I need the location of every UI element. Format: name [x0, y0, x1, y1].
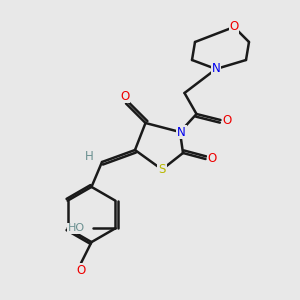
- Text: O: O: [120, 89, 129, 103]
- Text: O: O: [223, 113, 232, 127]
- Text: S: S: [158, 163, 166, 176]
- Text: O: O: [76, 264, 85, 277]
- Text: H: H: [85, 149, 94, 163]
- Text: O: O: [230, 20, 238, 34]
- Text: HO: HO: [68, 223, 86, 233]
- Text: N: N: [212, 62, 220, 76]
- Text: O: O: [208, 152, 217, 166]
- Text: N: N: [177, 125, 186, 139]
